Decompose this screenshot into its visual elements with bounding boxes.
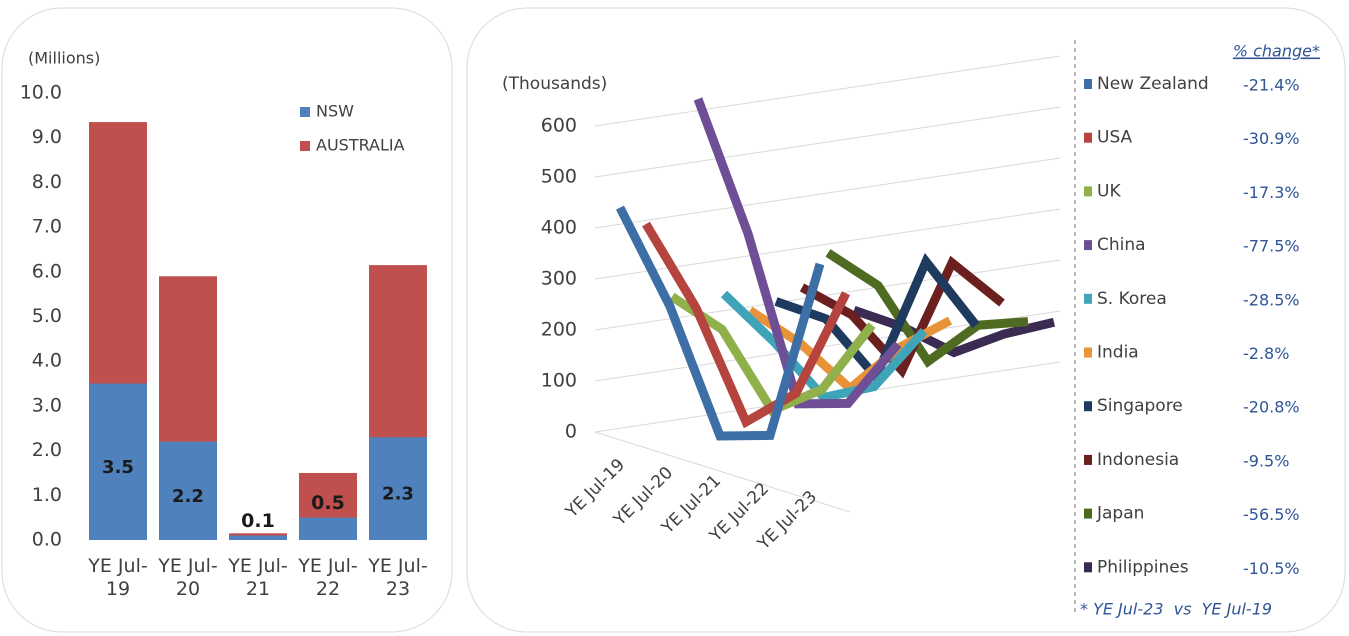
series-line	[825, 249, 1029, 368]
change-label: -56.5%	[1243, 505, 1300, 524]
x-tick-label: YE Jul-23	[368, 555, 428, 600]
change-label: -30.9%	[1243, 129, 1300, 148]
legend-swatch	[1084, 454, 1092, 465]
change-label: -20.8%	[1243, 398, 1300, 417]
legend-label: Japan	[1096, 504, 1144, 524]
x-tick-label: YE Jul-19	[88, 555, 148, 600]
footnote: * YE Jul-23 vs YE Jul-19	[1080, 600, 1272, 619]
y-tick-label: 0	[565, 421, 577, 443]
legend-swatch	[1084, 562, 1092, 573]
bar	[299, 517, 357, 540]
x-tick-label: YE Jul-21	[228, 555, 288, 600]
y-tick-label: 4.0	[32, 350, 62, 372]
bar	[229, 535, 287, 540]
legend-swatch	[1084, 132, 1092, 143]
legend-swatch	[1084, 186, 1092, 197]
bar	[159, 441, 217, 540]
data-label: 0.1	[241, 510, 275, 532]
y-tick-label: 6.0	[32, 260, 62, 282]
legend-swatch	[300, 107, 310, 117]
legend-label: China	[1097, 235, 1146, 255]
bar	[89, 383, 147, 540]
bar	[369, 437, 427, 540]
series-line	[852, 305, 1056, 358]
y-tick-label: 600	[541, 115, 577, 137]
grid-line	[594, 106, 1061, 178]
change-label: -21.4%	[1243, 76, 1300, 95]
y-tick-label: 300	[541, 268, 577, 290]
y-tick-label: 7.0	[32, 216, 62, 238]
change-label: -9.5%	[1243, 451, 1289, 470]
grid-line	[594, 157, 1061, 229]
x-tick-label: YE Jul-22	[298, 555, 358, 600]
legend-label: Indonesia	[1097, 450, 1179, 470]
series-line	[642, 221, 851, 429]
y-axis-label: (Thousands)	[502, 74, 607, 94]
legend-swatch	[1084, 508, 1092, 519]
legend-label: USA	[1097, 128, 1133, 148]
legend-swatch	[1084, 401, 1092, 412]
change-header: % change*	[1233, 42, 1320, 61]
legend-label: S. Korea	[1097, 289, 1167, 309]
legend-label: Philippines	[1097, 557, 1189, 577]
change-label: -10.5%	[1243, 559, 1300, 578]
legend-swatch	[300, 141, 310, 151]
y-tick-label: 5.0	[32, 305, 62, 327]
y-tick-label: 200	[541, 319, 577, 341]
legend-label: New Zealand	[1097, 74, 1209, 94]
floor-edge	[594, 431, 851, 513]
y-tick-label: 3.0	[32, 394, 62, 416]
change-label: -28.5%	[1243, 290, 1300, 309]
data-label: 3.5	[102, 457, 134, 478]
legend-label: NSW	[316, 102, 354, 121]
y-tick-label: 2.0	[32, 439, 62, 461]
change-label: -77.5%	[1243, 237, 1300, 256]
data-label: 0.5	[311, 492, 345, 514]
x-tick-label: YE Jul-20	[158, 555, 218, 600]
legend-label: Singapore	[1097, 396, 1183, 416]
y-tick-label: 0.0	[32, 529, 62, 551]
y-tick-label: 10.0	[20, 82, 62, 104]
legend-swatch	[1084, 240, 1092, 251]
y-tick-label: 9.0	[32, 126, 62, 148]
legend-label: UK	[1097, 181, 1121, 201]
series-line	[720, 290, 928, 403]
legend-label: AUSTRALIA	[316, 136, 405, 155]
legend-label: India	[1097, 343, 1139, 363]
y-tick-label: 100	[541, 370, 577, 392]
data-label: 2.3	[382, 484, 414, 505]
data-label: 2.2	[172, 486, 204, 507]
y-tick-label: 400	[541, 217, 577, 239]
legend-swatch	[1084, 347, 1092, 358]
legend-swatch	[1084, 293, 1092, 304]
y-axis-label: (Millions)	[28, 49, 100, 68]
legend-swatch	[1084, 79, 1092, 89]
y-tick-label: 500	[541, 166, 577, 188]
y-tick-label: 1.0	[32, 484, 62, 506]
change-label: -17.3%	[1243, 183, 1300, 202]
grid-line	[594, 55, 1061, 127]
series-line	[615, 205, 825, 441]
change-label: -2.8%	[1243, 344, 1289, 363]
y-tick-label: 8.0	[32, 171, 62, 193]
